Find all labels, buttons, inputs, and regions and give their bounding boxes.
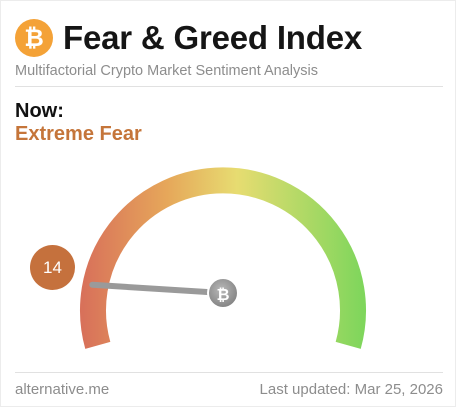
gauge-needle (89, 281, 226, 296)
sentiment-classification: Extreme Fear (15, 123, 142, 145)
index-value-badge: 14 (30, 245, 75, 290)
bitcoin-icon: ₿ (15, 19, 53, 57)
gauge-arc (80, 167, 366, 349)
bitcoin-logo-glyph: ₿ (24, 23, 44, 52)
gauge-hub-bitcoin-icon: ₿ (216, 285, 229, 304)
now-label: Now: (15, 100, 64, 122)
footer-divider (15, 372, 443, 373)
index-value: 14 (43, 257, 62, 277)
header-divider (15, 86, 443, 87)
gauge-hub (207, 277, 239, 309)
page-subtitle: Multifactorial Crypto Market Sentiment A… (15, 63, 318, 79)
widget-header: ₿ Fear & Greed Index (15, 19, 362, 57)
last-updated: Last updated: Mar 25, 2026 (259, 381, 443, 398)
page-title: Fear & Greed Index (63, 19, 363, 56)
source-link[interactable]: alternative.me (15, 381, 110, 398)
